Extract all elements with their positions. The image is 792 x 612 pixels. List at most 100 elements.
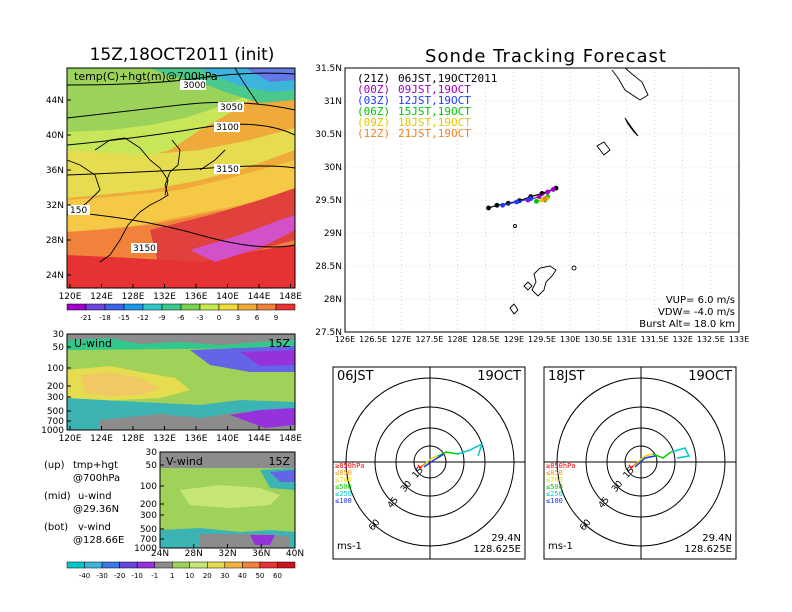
lat-tick-label: 29N — [324, 229, 342, 239]
lat-tick-label: 28N — [324, 295, 342, 305]
pressure-tick-label: 1000 — [134, 544, 157, 554]
colorbar-tick-label: 50 — [255, 572, 264, 580]
uwind-panel — [67, 334, 295, 430]
pressure-tick-label: 30 — [53, 330, 65, 340]
track-point — [494, 202, 500, 208]
legend-up-a: (up) — [44, 460, 65, 471]
legend-bot-a: (bot) — [44, 522, 68, 533]
vwind-label: V-wind — [166, 455, 203, 468]
lon-tick-label: 128E — [122, 434, 145, 444]
lon-tick-label: 120E — [59, 434, 82, 444]
temperature-colorbar: -21 -18 -15 -12 -9 -6 -3 0 3 6 9 — [66, 303, 296, 322]
colorbar-tick-label: -6 — [178, 314, 186, 322]
colorbar-swatch — [154, 561, 173, 569]
colorbar-swatch — [199, 303, 220, 311]
lon-tick-label: 130.5E — [584, 335, 612, 344]
lon-tick-label: 127E — [391, 335, 411, 344]
polar-lon: 128.625E — [473, 544, 521, 555]
legend-bot-c: @128.66E — [73, 535, 124, 546]
polar-lon: 128.625E — [684, 544, 732, 555]
pressure-tick-label: 200 — [140, 500, 157, 510]
pressure-tick-label: 1000 — [41, 426, 64, 436]
pressure-tick-label: 100 — [47, 364, 64, 374]
polar-legend-label: ≤700 — [546, 476, 563, 484]
ring-label: 15 — [411, 465, 426, 480]
right-title: Sonde Tracking Forecast — [425, 46, 667, 67]
param-vdw: VDW= -4.0 m/s — [658, 307, 735, 318]
vwind-panel — [160, 452, 295, 548]
uwind-lon-axis: 120E 124E 128E 132E 136E 140E 144E 148E — [59, 426, 302, 444]
pressure-tick-label: 700 — [140, 535, 157, 545]
colorbar-tick-label: 20 — [203, 572, 212, 580]
uwind-label: U-wind — [74, 337, 112, 350]
hodo-segment — [628, 464, 634, 470]
lat-tick-label: 29.5N — [315, 196, 342, 206]
colorbar-tick-label: -30 — [96, 572, 107, 580]
contour-labels: 3000 3050 3100 3150 150 3150 — [68, 80, 244, 254]
lon-tick-label: 132E — [153, 292, 176, 302]
sonde-params: VUP= 6.0 m/s VDW= -4.0 m/s Burst Alt= 18… — [639, 295, 735, 330]
polar-legend-label: ≤100 — [335, 497, 352, 505]
temperature-map — [67, 68, 295, 288]
colorbar-tick-label: -20 — [114, 572, 125, 580]
param-vup: VUP= 6.0 m/s — [666, 295, 735, 306]
colorbar-swatch — [84, 561, 103, 569]
track-points — [486, 185, 559, 211]
track-point — [500, 202, 505, 208]
legend-time-z: (03Z) — [357, 94, 390, 107]
contour-label: 3150 — [133, 244, 156, 254]
legend-mid-b: u-wind — [78, 491, 112, 502]
legend-mid-c: @29.36N — [73, 504, 119, 515]
legend-time-jst: 21JST,19OCT — [398, 127, 471, 140]
legend-time-z: (06Z) — [357, 105, 390, 118]
legend-time-jst: 15JST,19OCT — [398, 105, 471, 118]
polar-lat: 29.4N — [491, 533, 521, 544]
time-legend: (21Z) 06JST,19OCT2011 (00Z) 09JST,19OCT (03Z… — [357, 72, 497, 140]
wind-colorbar: -40 -30 -20 -10 -1 1 10 20 30 40 50 60 — [66, 561, 296, 580]
track-lat-axis: 31.5N 31N 30.5N 30N 29.5N 29N 28.5N 28N 27.5N — [315, 64, 342, 338]
polar-legend-label: ≤250 — [335, 490, 352, 498]
pressure-tick-label: 50 — [53, 343, 65, 353]
colorbar-tick-label: 10 — [185, 572, 194, 580]
map-lon-axis: 120E 124E 128E 132E 136E 140E 144E 148E — [59, 284, 302, 302]
colorbar-swatch — [224, 561, 243, 569]
polar-legend-label: ≤850 — [546, 469, 563, 477]
hodo-segment — [670, 447, 691, 459]
polar-panel-18jst: 18JST 19OCT15304560≥850hPa≤850≤700≤500≤25… — [543, 366, 737, 560]
track-point — [545, 189, 551, 195]
lon-tick-label: 133E — [729, 335, 749, 344]
colorbar-swatch — [123, 303, 144, 311]
contour-label: 3000 — [183, 81, 206, 91]
lon-tick-label: 129E — [504, 335, 524, 344]
lon-tick-label: 124E — [90, 434, 113, 444]
legend-mid-a: (mid) — [44, 491, 71, 502]
colorbar-tick-label: -1 — [151, 572, 158, 580]
polar-legend-label: ≤500 — [335, 483, 352, 491]
polar-legend-label: ≥850hPa — [335, 462, 365, 470]
lon-tick-label: 127.5E — [415, 335, 443, 344]
track-frame — [344, 67, 740, 333]
colorbar-tick-label: -18 — [99, 314, 110, 322]
polar-time: 06JST — [337, 369, 374, 384]
track-point — [514, 199, 520, 205]
colorbar-tick-label: 60 — [273, 572, 282, 580]
lat-tick-label: 32N — [46, 201, 64, 211]
lat-tick-label: 28.5N — [315, 262, 342, 272]
legend-time-jst: 12JST,19OCT — [398, 94, 471, 107]
colorbar-tick-label: 9 — [274, 314, 278, 322]
pressure-tick-label: 300 — [140, 511, 157, 521]
colorbar-swatch — [161, 303, 182, 311]
map-label: temp(C)+hgt(m)@700hPa — [74, 70, 218, 83]
hodo-segment — [437, 451, 459, 457]
hodo-segment — [632, 461, 639, 467]
legend-time-jst: 09JST,19OCT — [398, 83, 471, 96]
track-point — [486, 205, 491, 211]
hodo-segment — [457, 442, 484, 457]
lon-tick-label: 126.5E — [359, 335, 387, 344]
colorbar-swatch — [256, 303, 277, 311]
polar-panel-06jst: 06JST 19OCT15304560≥850hPa≤850≤700≤500≤25… — [332, 366, 526, 560]
lon-tick-label: 132E — [153, 434, 176, 444]
